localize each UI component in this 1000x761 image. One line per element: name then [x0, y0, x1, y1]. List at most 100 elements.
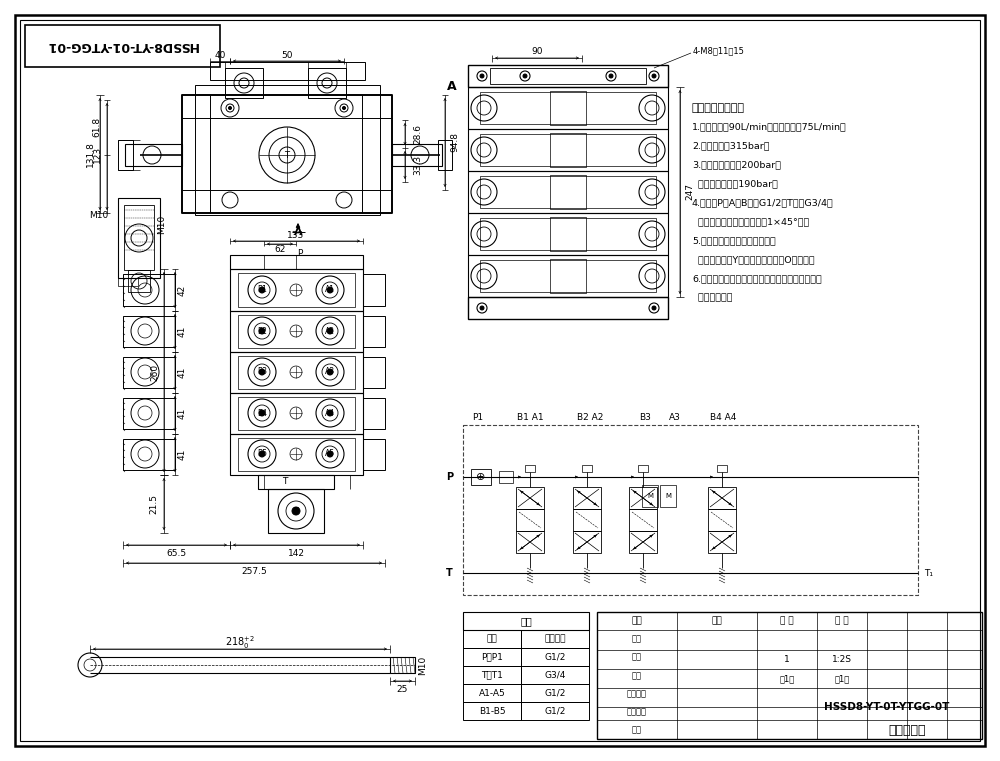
Text: A1: A1 — [325, 285, 335, 295]
Bar — [230, 311, 363, 352]
Text: P、P1: P、P1 — [481, 652, 503, 661]
Bar — [463, 702, 521, 720]
Circle shape — [652, 306, 656, 310]
Text: 过载阀调定压力190bar；: 过载阀调定压力190bar； — [692, 179, 778, 188]
Bar — [258, 475, 334, 489]
Bar — [210, 62, 365, 80]
Text: B4: B4 — [257, 409, 267, 418]
Bar — [468, 65, 668, 87]
Circle shape — [342, 107, 346, 110]
Text: 50: 50 — [281, 50, 293, 59]
Bar — [118, 140, 133, 170]
Bar — [363, 316, 385, 347]
Bar — [708, 487, 736, 509]
Text: 65.5: 65.5 — [166, 549, 186, 558]
Bar — [480, 260, 656, 292]
Text: A1-A5: A1-A5 — [479, 689, 505, 698]
Text: ⊕: ⊕ — [476, 472, 486, 482]
Text: 41: 41 — [178, 325, 186, 336]
Text: P: P — [446, 472, 453, 482]
Text: 142: 142 — [288, 549, 304, 558]
Bar — [123, 357, 175, 388]
Bar — [550, 259, 586, 293]
Bar — [516, 531, 544, 553]
Bar — [468, 87, 668, 129]
Bar — [468, 213, 668, 255]
Bar — [468, 129, 668, 171]
Bar — [490, 68, 646, 84]
Circle shape — [327, 410, 333, 416]
Text: G3/4: G3/4 — [544, 670, 566, 680]
Circle shape — [292, 507, 300, 515]
Circle shape — [480, 74, 484, 78]
Bar — [125, 144, 182, 166]
Bar — [390, 657, 415, 673]
Text: M: M — [647, 493, 653, 499]
Text: M: M — [665, 493, 671, 499]
Bar — [480, 176, 656, 208]
Text: M10: M10 — [89, 212, 108, 221]
Circle shape — [523, 74, 527, 78]
Text: 螺纹规格: 螺纹规格 — [544, 635, 566, 644]
Text: 第一、三联为Y型阀杆，其余联为O型阀杆；: 第一、三联为Y型阀杆，其余联为O型阀杆； — [692, 255, 815, 264]
Bar — [123, 439, 175, 470]
Circle shape — [259, 287, 265, 293]
Text: 审图: 审图 — [632, 653, 642, 662]
Text: 签名: 签名 — [632, 616, 642, 626]
Text: 94.8: 94.8 — [450, 132, 460, 152]
Bar — [463, 630, 521, 648]
Bar — [521, 648, 589, 666]
Bar — [521, 630, 589, 648]
Text: 41: 41 — [178, 366, 186, 377]
Bar — [471, 469, 491, 485]
Text: 21.5: 21.5 — [150, 494, 158, 514]
Text: 3.安全阀调定压力200bar；: 3.安全阀调定压力200bar； — [692, 160, 781, 169]
Bar — [118, 198, 160, 278]
Text: 盖为铝本色。: 盖为铝本色。 — [692, 293, 732, 302]
Bar — [123, 398, 175, 429]
Bar — [128, 270, 150, 292]
Bar — [629, 531, 657, 553]
Bar — [708, 531, 736, 553]
Bar — [550, 175, 586, 209]
Bar — [463, 666, 521, 684]
Text: 247: 247 — [686, 183, 694, 200]
Text: 1.最大流量：90L/min；额定流量：75L/min；: 1.最大流量：90L/min；额定流量：75L/min； — [692, 122, 847, 131]
Bar — [629, 509, 657, 531]
Bar — [638, 465, 648, 472]
Text: 123: 123 — [92, 145, 102, 163]
Text: T、T1: T、T1 — [481, 670, 503, 680]
Text: 接口: 接口 — [487, 635, 497, 644]
Text: P1: P1 — [472, 413, 484, 422]
Circle shape — [259, 328, 265, 334]
Text: T: T — [285, 151, 290, 160]
Bar — [480, 134, 656, 166]
Bar — [480, 218, 656, 250]
Text: A3: A3 — [669, 413, 681, 422]
Text: A2: A2 — [325, 326, 335, 336]
Text: 260: 260 — [150, 364, 160, 380]
Bar — [438, 140, 452, 170]
Text: 4-M8柱11槽15: 4-M8柱11槽15 — [693, 46, 745, 56]
Bar — [238, 438, 355, 471]
Text: 131.8: 131.8 — [86, 141, 94, 167]
Bar — [238, 273, 355, 307]
Bar — [480, 92, 656, 124]
Text: 比 例: 比 例 — [835, 616, 849, 626]
Text: B2: B2 — [257, 326, 267, 336]
Bar — [463, 612, 589, 630]
Text: A5: A5 — [325, 450, 335, 458]
Text: T: T — [446, 568, 453, 578]
Text: 审定: 审定 — [632, 725, 642, 734]
Circle shape — [480, 306, 484, 310]
Text: G1/2: G1/2 — [544, 706, 566, 715]
Circle shape — [259, 410, 265, 416]
Text: A4: A4 — [325, 409, 335, 418]
Text: B4 A4: B4 A4 — [710, 413, 736, 422]
Text: 质量检验: 质量检验 — [627, 707, 647, 716]
Bar — [516, 509, 544, 531]
Bar — [573, 487, 601, 509]
Bar — [708, 509, 736, 531]
Text: G1/2: G1/2 — [544, 689, 566, 698]
Bar — [230, 393, 363, 434]
